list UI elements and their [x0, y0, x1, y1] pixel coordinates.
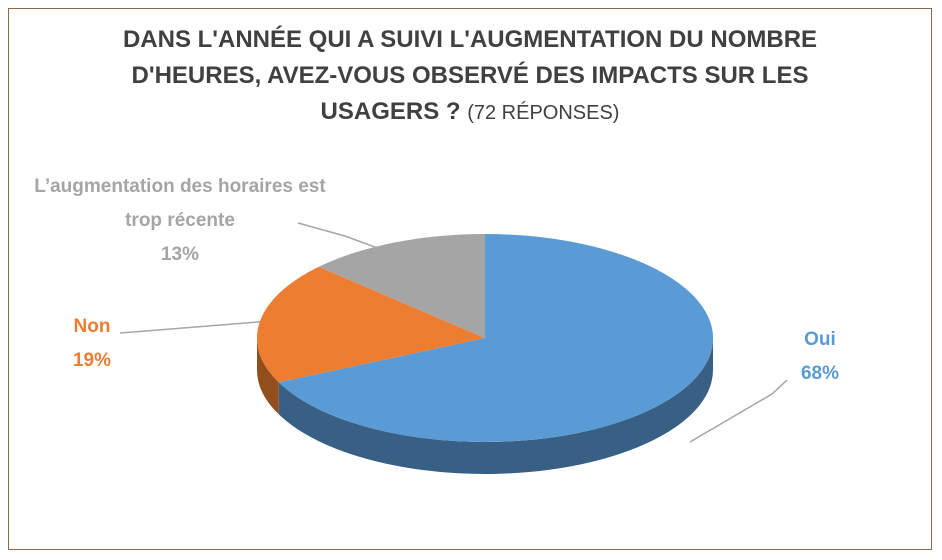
slice-side	[278, 338, 713, 474]
data-label: L’augmentation des horaires est trop réc…	[30, 170, 330, 272]
label-name: Non	[73, 316, 111, 337]
chart-frame	[8, 8, 932, 550]
subtitle: (72 RÉPONSES)	[467, 102, 620, 124]
leader-line	[689, 379, 788, 443]
chart-title: DANS L'ANNÉE QUI A SUIVI L'AUGMENTATION …	[90, 22, 850, 131]
pie	[257, 234, 713, 474]
data-label: Non 19%	[0, 310, 184, 378]
label-value: 13%	[160, 244, 200, 265]
slice	[278, 234, 713, 442]
label-value: 68%	[800, 363, 840, 384]
label-name: L’augmentation des horaires est trop réc…	[34, 176, 326, 231]
data-label: Oui 68%	[720, 323, 920, 391]
title-text: DANS L'ANNÉE QUI A SUIVI L'AUGMENTATION …	[122, 26, 818, 125]
label-value: 19%	[72, 350, 112, 371]
slice	[257, 266, 485, 383]
slice	[318, 234, 485, 338]
slice-side	[257, 338, 279, 415]
label-name: Oui	[804, 329, 836, 350]
leader-line	[119, 320, 271, 334]
